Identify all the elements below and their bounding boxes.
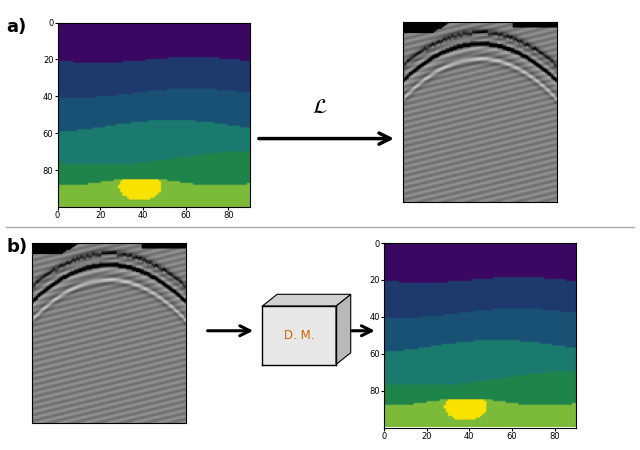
- Text: a): a): [6, 18, 27, 36]
- Text: $\mathcal{L}$: $\mathcal{L}$: [312, 98, 327, 117]
- Text: D. M.: D. M.: [284, 329, 314, 342]
- Polygon shape: [262, 294, 351, 306]
- Polygon shape: [336, 294, 351, 364]
- Text: b): b): [6, 238, 28, 256]
